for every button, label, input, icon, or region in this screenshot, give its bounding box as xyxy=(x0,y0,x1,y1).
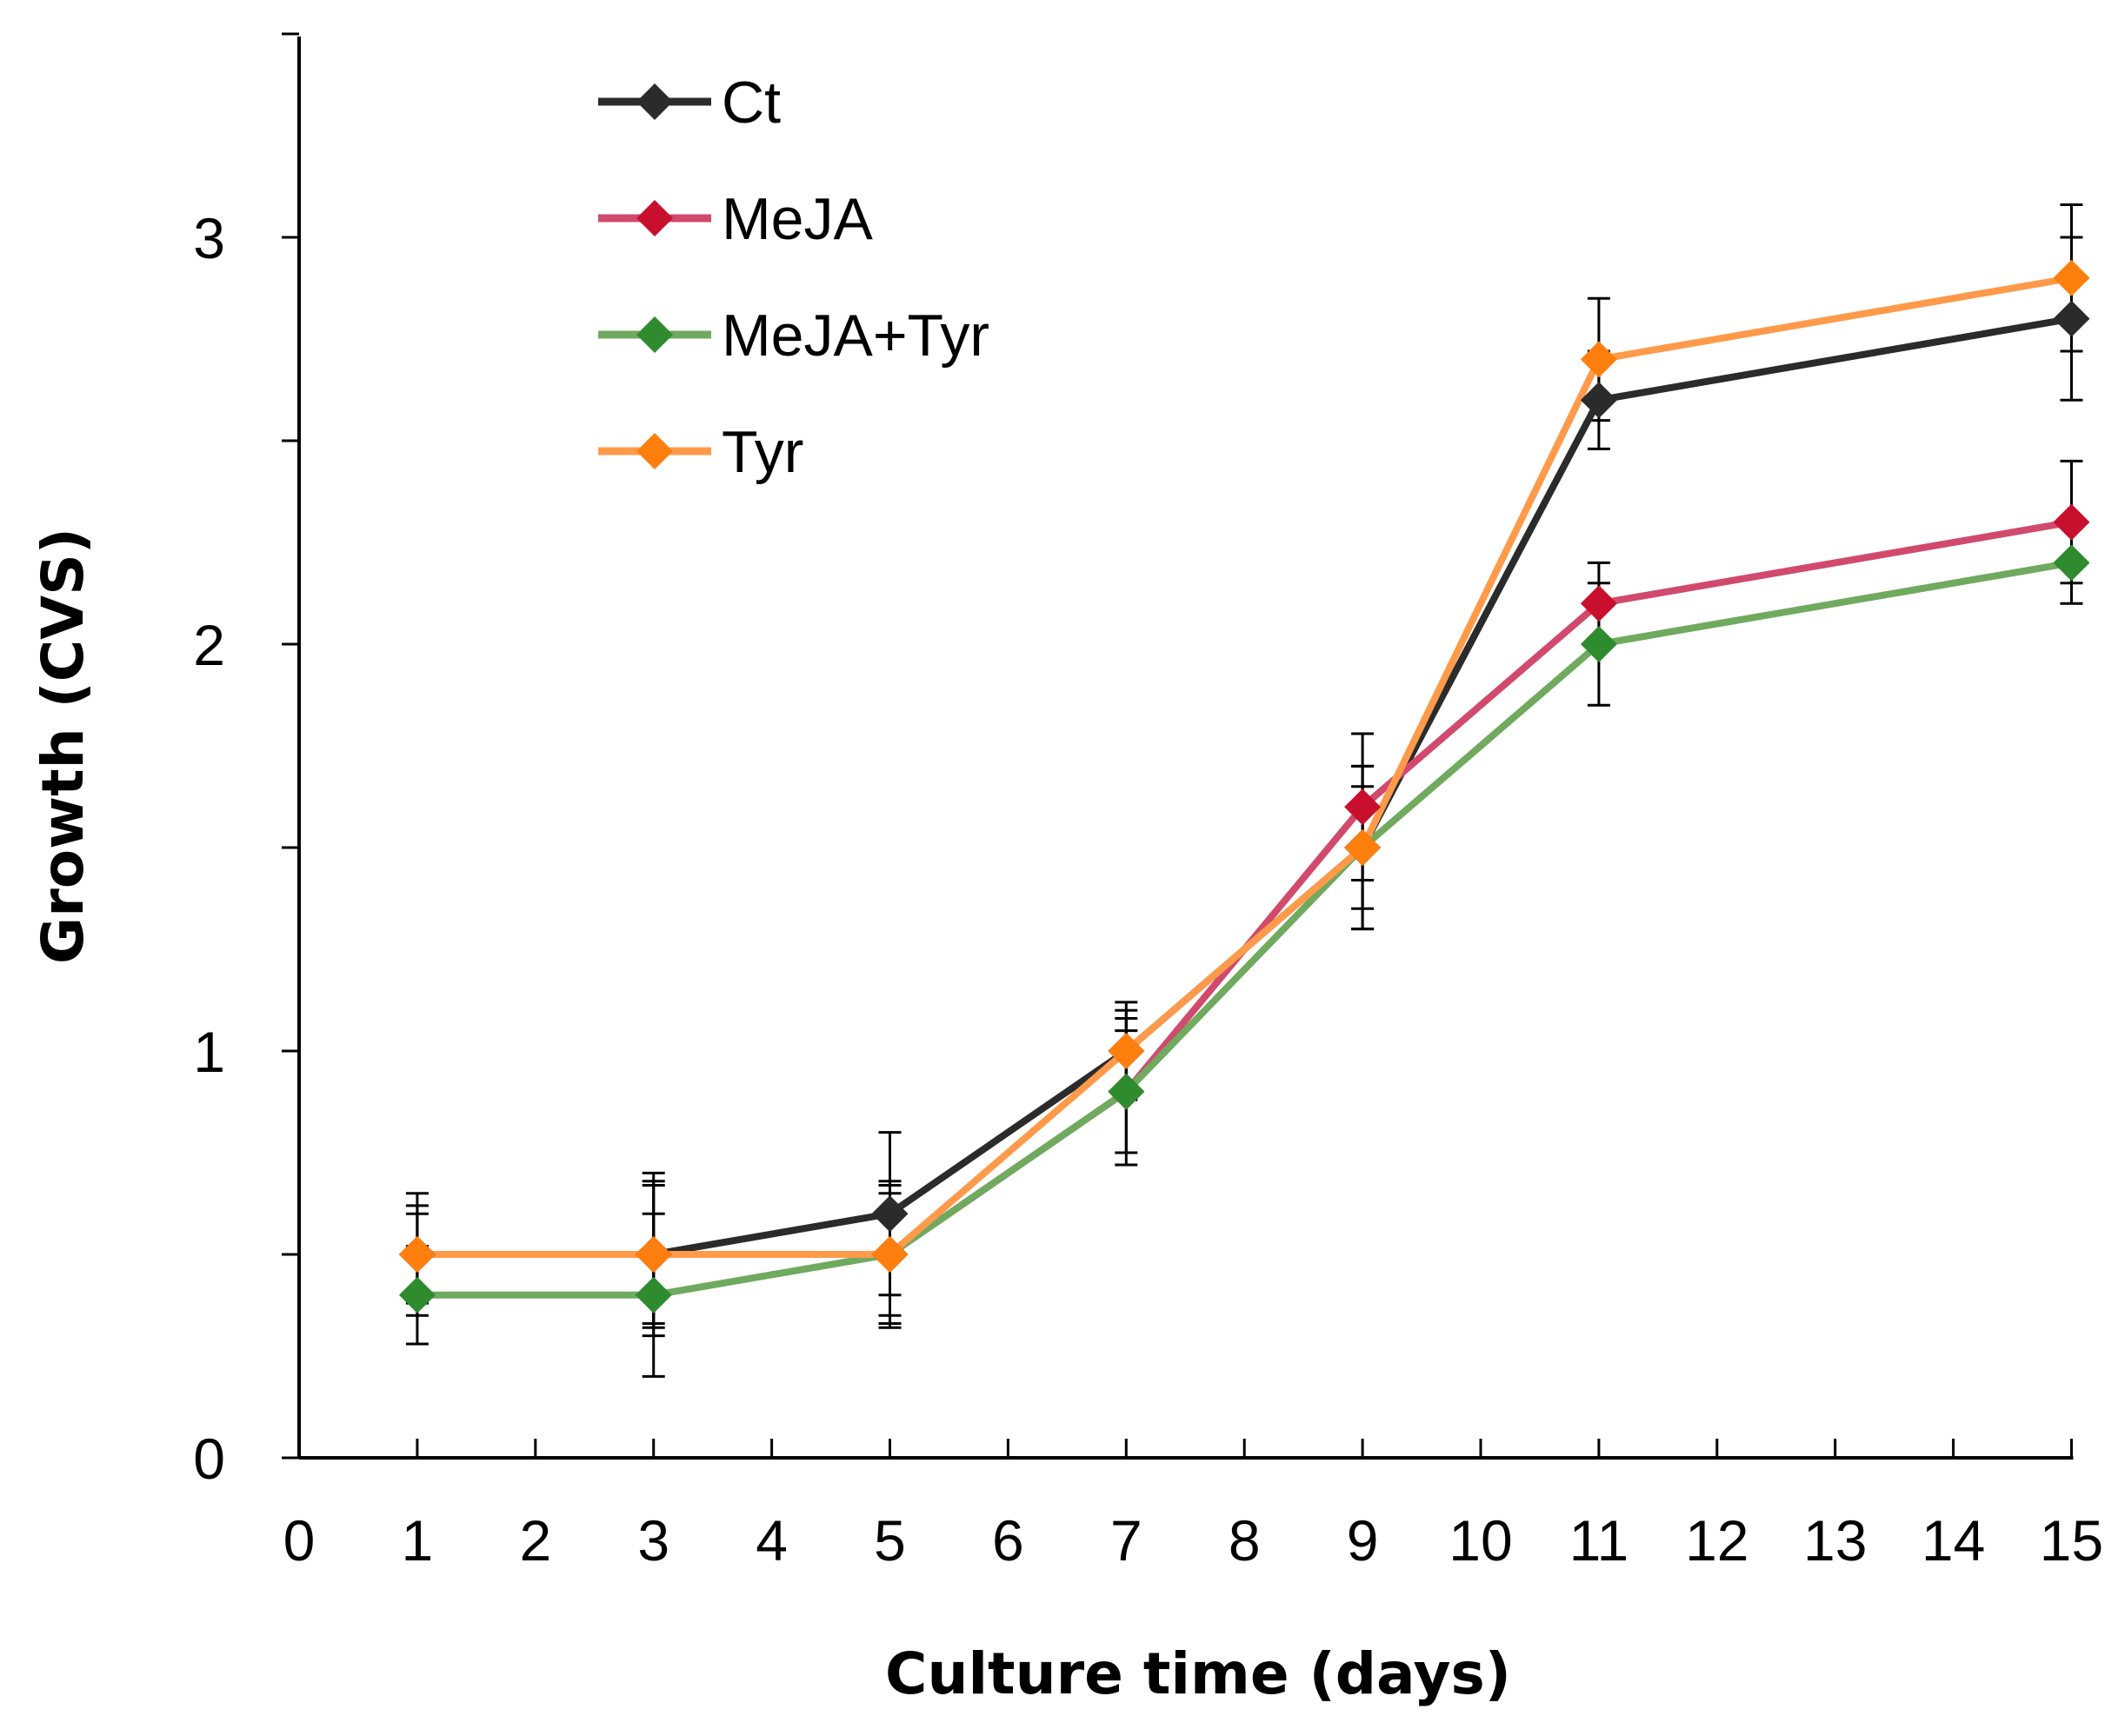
x-tick-label: 15 xyxy=(2040,1508,2103,1573)
x-tick-label: 8 xyxy=(1229,1508,1261,1573)
error-bars xyxy=(405,203,2083,1378)
data-point xyxy=(398,1236,436,1273)
legend-label: MeJA xyxy=(722,186,873,252)
data-point xyxy=(1108,1033,1145,1069)
series-line-tyr xyxy=(416,274,2073,1258)
x-tick-label: 6 xyxy=(992,1508,1024,1573)
x-tick-label: 7 xyxy=(1110,1508,1142,1573)
x-tick-label: 5 xyxy=(874,1508,906,1573)
data-point xyxy=(1580,626,1617,662)
legend-entry: MeJA xyxy=(598,186,873,252)
y-tick-label: 0 xyxy=(193,1427,225,1491)
data-point xyxy=(871,1236,909,1273)
data-point xyxy=(1580,585,1617,622)
data-point xyxy=(398,1276,436,1314)
x-tick-label: 13 xyxy=(1803,1508,1867,1573)
legend-swatch-marker xyxy=(636,83,673,120)
y-tick-label: 2 xyxy=(193,613,225,677)
series-line-ct xyxy=(416,315,2073,1258)
legend-entry: Tyr xyxy=(598,419,803,485)
x-tick-label: 0 xyxy=(283,1508,316,1573)
x-tick-label: 9 xyxy=(1347,1508,1379,1573)
data-point xyxy=(2053,503,2090,541)
legend-entry: Ct xyxy=(598,70,781,136)
data-point xyxy=(1580,382,1617,419)
series-line-meja xyxy=(416,518,2073,1258)
x-tick-label: 12 xyxy=(1685,1508,1748,1573)
data-point xyxy=(1108,1073,1145,1110)
legend-label: Ct xyxy=(722,70,781,136)
series-lines xyxy=(416,274,2073,1299)
x-tick-label: 4 xyxy=(756,1508,788,1573)
x-tick-label: 2 xyxy=(519,1508,551,1573)
y-tick-label: 3 xyxy=(193,206,225,270)
legend-swatch-marker xyxy=(636,316,673,353)
data-point xyxy=(1344,829,1382,866)
legend-label: Tyr xyxy=(722,419,803,485)
legend-swatch-marker xyxy=(636,200,673,236)
data-point xyxy=(2053,259,2090,296)
series-line-meja-tyr xyxy=(416,559,2073,1299)
legend: Ct MeJA MeJA+Tyr Tyr xyxy=(598,70,989,485)
data-point xyxy=(635,1276,672,1314)
data-point xyxy=(1344,788,1382,826)
x-tick-label: 11 xyxy=(1569,1508,1629,1573)
legend-swatch-marker xyxy=(636,433,673,469)
x-tick-label: 3 xyxy=(637,1508,669,1573)
y-axis-title: Growth (CVS) xyxy=(30,528,97,964)
data-point xyxy=(871,1195,909,1233)
x-tick-label: 1 xyxy=(402,1508,434,1573)
x-axis-title: Culture time (days) xyxy=(885,1640,1511,1707)
data-point xyxy=(2053,544,2090,582)
series-markers xyxy=(398,259,2090,1314)
data-point xyxy=(1580,341,1617,378)
data-point xyxy=(2053,300,2090,337)
data-point xyxy=(635,1236,672,1273)
y-tick-label: 1 xyxy=(193,1020,225,1084)
legend-entry: MeJA+Tyr xyxy=(598,303,989,369)
x-tick-label: 14 xyxy=(1922,1508,1985,1573)
x-tick-label: 10 xyxy=(1449,1508,1512,1573)
legend-label: MeJA+Tyr xyxy=(722,303,989,369)
